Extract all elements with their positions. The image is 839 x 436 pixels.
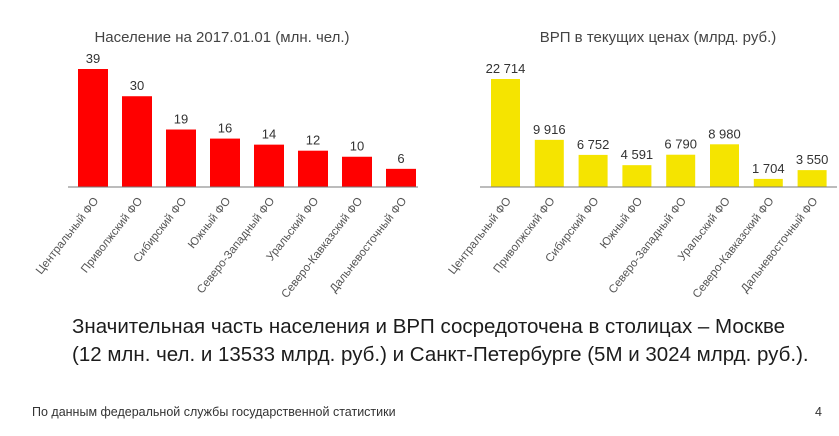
bar [797,170,827,187]
bar [166,129,196,187]
x-tick-label: Северо-Кавказский ФО [279,195,365,300]
source-note: По данным федеральной службы государстве… [32,405,396,419]
bar [78,69,108,187]
bar [753,178,783,187]
data-label: 8 980 [708,126,741,141]
data-label: 39 [86,51,100,66]
bar [386,168,416,187]
data-label: 6 752 [577,137,610,152]
data-label: 22 714 [486,61,526,76]
x-tick-label: Дальневосточный ФО [328,195,409,295]
summary-text: Значительная часть населения и ВРП сосре… [72,315,809,366]
x-tick-label: Дальневосточный ФО [739,195,820,295]
x-tick-label: Северо-Кавказский ФО [691,195,777,300]
population-chart: Население на 2017.01.01 (млн. чел.) 39Це… [34,29,418,301]
bar [254,144,284,187]
chart-title: Население на 2017.01.01 (млн. чел.) [94,29,349,46]
chart-title: ВРП в текущих ценах (млрд. руб.) [540,29,777,46]
gdp-chart: ВРП в текущих ценах (млрд. руб.) 22 714Ц… [447,29,837,301]
data-label: 30 [130,78,144,93]
x-tick-label: Северо-Западный ФО [195,195,277,296]
data-label: 6 790 [664,137,697,152]
data-label: 3 550 [796,152,829,167]
data-label: 6 [397,151,404,166]
bar [622,165,652,187]
x-tick-label: Северо-Западный ФО [607,195,689,296]
bar [666,154,696,187]
data-label: 19 [174,112,188,127]
bar [298,150,328,187]
x-tick-label: Южный ФО [186,195,233,251]
data-label: 14 [262,127,276,142]
x-tick-label: Южный ФО [598,195,645,251]
bar [710,144,739,187]
data-label: 4 591 [621,147,654,162]
bar [534,139,564,187]
bar [122,96,152,187]
bar [578,154,608,187]
data-label: 12 [306,133,320,148]
data-label: 16 [218,121,232,136]
page-number: 4 [815,405,822,419]
data-label: 9 916 [533,122,566,137]
bar [342,156,372,187]
bar [491,79,520,187]
data-label: 10 [350,139,364,154]
data-label: 1 704 [752,161,785,176]
bar [210,138,240,187]
